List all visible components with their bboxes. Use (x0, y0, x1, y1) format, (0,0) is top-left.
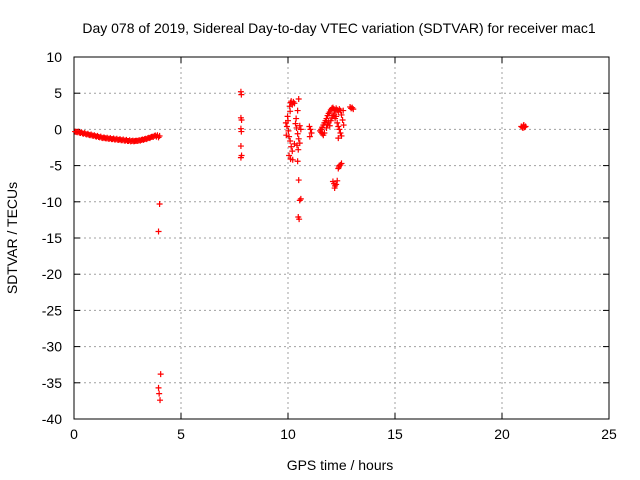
y-tick-labels: -40 -35 -30 -25 -20 -15 -10 -5 0 5 10 (42, 49, 62, 427)
data-point (334, 119, 341, 126)
data-point (331, 185, 338, 192)
data-point (335, 123, 342, 130)
data-point (292, 120, 299, 127)
data-point (286, 133, 293, 140)
data-point (283, 123, 290, 130)
data-point (291, 100, 298, 107)
data-point (338, 111, 345, 118)
data-point (283, 132, 290, 139)
x-tick-label: 25 (601, 426, 617, 442)
data-point (295, 135, 302, 142)
y-tick-label: -5 (50, 158, 63, 174)
data-point (293, 124, 300, 131)
data-point (306, 123, 313, 130)
data-point (156, 200, 163, 207)
y-tick-label: 0 (54, 121, 62, 137)
data-point (307, 126, 314, 133)
data-point (296, 122, 303, 129)
data-point (335, 164, 342, 171)
x-tick-label: 0 (70, 426, 78, 442)
y-tick-label: -25 (42, 302, 62, 318)
data-point (340, 107, 347, 114)
data-point (294, 130, 301, 137)
x-tick-labels: 0 5 10 15 20 25 (70, 426, 617, 442)
data-point (339, 116, 346, 123)
data-point (288, 143, 295, 150)
data-point (294, 107, 301, 114)
data-point (295, 146, 302, 153)
data-point (519, 124, 526, 131)
y-tick-label: -30 (42, 339, 62, 355)
data-point (294, 158, 301, 165)
data-point (157, 397, 164, 404)
data-point (289, 148, 296, 155)
data-point (296, 216, 303, 223)
x-tick-label: 20 (494, 426, 510, 442)
data-point (296, 140, 303, 147)
data-point (156, 132, 163, 139)
data-point (238, 128, 245, 135)
data-point (308, 130, 315, 137)
data-point (296, 197, 303, 204)
x-tick-label: 15 (387, 426, 403, 442)
data-point (287, 137, 294, 144)
data-point (157, 371, 164, 378)
y-tick-label: -15 (42, 230, 62, 246)
x-tick-label: 10 (280, 426, 296, 442)
data-point (155, 228, 162, 235)
data-point (295, 177, 302, 184)
data-point (293, 115, 300, 122)
data-point (335, 135, 342, 142)
data-point (340, 122, 347, 129)
data-point (326, 122, 333, 129)
data-point (327, 117, 334, 124)
y-tick-label: -10 (42, 194, 62, 210)
data-point (323, 115, 330, 122)
data-point (334, 177, 341, 184)
data-point (520, 122, 527, 129)
data-point (284, 113, 291, 120)
data-point (295, 95, 302, 102)
data-point (237, 154, 244, 161)
data-point (321, 130, 328, 137)
data-point (155, 384, 162, 391)
data-point (287, 108, 294, 115)
data-point (297, 195, 304, 202)
data-point (323, 124, 330, 131)
data-point (336, 126, 343, 133)
data-point (286, 152, 293, 159)
data-point (350, 106, 357, 113)
chart-title: Day 078 of 2019, Sidereal Day-to-day VTE… (82, 20, 595, 36)
data-point (337, 130, 344, 137)
y-tick-label: -20 (42, 266, 62, 282)
data-points (72, 88, 529, 404)
grid (74, 57, 609, 419)
y-tick-label: -40 (42, 411, 62, 427)
data-point (338, 160, 345, 167)
y-tick-label: -35 (42, 375, 62, 391)
x-axis-label: GPS time / hours (287, 457, 394, 473)
data-point (297, 126, 304, 133)
data-point (333, 181, 340, 188)
data-point (237, 143, 244, 150)
y-axis-label: SDTVAR / TECUs (4, 182, 20, 294)
x-tick-label: 5 (177, 426, 185, 442)
plot-frame (73, 56, 610, 420)
data-point (156, 390, 163, 397)
data-point (238, 116, 245, 123)
data-point (333, 113, 340, 120)
data-point (238, 91, 245, 98)
data-point (289, 156, 296, 163)
y-tick-label: 5 (54, 85, 62, 101)
y-tick-label: 10 (46, 49, 62, 65)
data-point (338, 132, 345, 139)
data-point (306, 133, 313, 140)
data-point (285, 127, 292, 134)
